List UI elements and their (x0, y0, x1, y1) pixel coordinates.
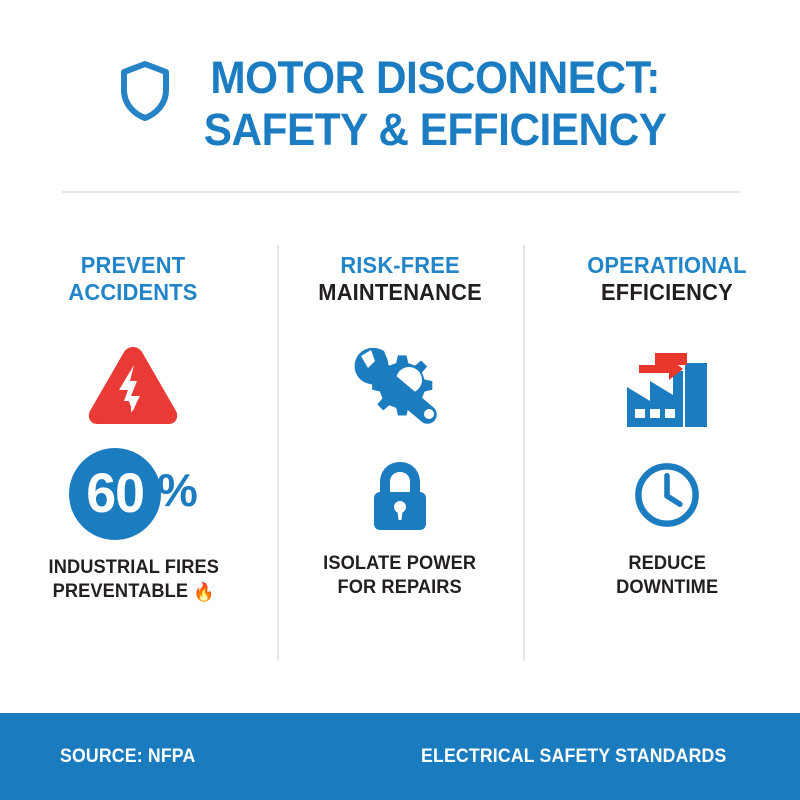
column-3-heading-line-1: OPERATIONAL (586, 252, 747, 278)
column-operational-efficiency: OPERATIONAL EFFICIENCY (533, 252, 800, 604)
column-1-heading-line-1: PREVENT (81, 252, 186, 278)
column-1-heading-line-2: ACCIDENTS (68, 279, 198, 305)
benefit-columns: PREVENT ACCIDENTS 60 % INDUSTRIAL FIRES (0, 252, 800, 604)
column-3-caption-line-2: DOWNTIME (615, 577, 718, 598)
column-prevent-accidents: PREVENT ACCIDENTS 60 % INDUSTRIAL FIRES (0, 252, 267, 604)
flame-icon: 🔥 (192, 582, 215, 602)
clock-icon (631, 452, 703, 538)
footer-source-label: SOURCE: NFPA (60, 745, 196, 767)
column-divider-1 (277, 245, 279, 661)
column-divider-2 (523, 245, 525, 661)
stat-number: 60 (85, 461, 145, 524)
electrical-hazard-triangle-icon (83, 338, 183, 434)
shield-icon (119, 60, 171, 122)
column-1-caption: INDUSTRIAL FIRES PREVENTABLE 🔥 (48, 556, 218, 604)
wrench-gear-icon (350, 338, 450, 434)
column-3-caption-line-1: REDUCE (627, 553, 706, 574)
column-1-caption-line-2: PREVENTABLE (52, 581, 188, 602)
footer-bar: SOURCE: NFPA ELECTRICAL SAFETY STANDARDS (0, 713, 800, 800)
column-2-caption: ISOLATE POWER FOR REPAIRS (324, 552, 477, 600)
column-3-caption: REDUCE DOWNTIME (616, 552, 718, 600)
column-2-heading-line-2: MAINTENANCE (318, 279, 482, 305)
title-line-1: MOTOR DISCONNECT: (210, 52, 660, 103)
footer-standards-label: ELECTRICAL SAFETY STANDARDS (421, 745, 727, 767)
column-3-heading: OPERATIONAL EFFICIENCY (583, 252, 751, 306)
title-line-2: SAFETY & EFFICIENCY (203, 104, 667, 155)
stat-circle: 60 (68, 448, 161, 540)
stat-60-percent: 60 % (68, 446, 198, 542)
padlock-closed-icon (365, 452, 435, 538)
column-1-caption-line-1: INDUSTRIAL FIRES (48, 557, 219, 578)
column-2-caption-line-2: FOR REPAIRS (337, 577, 463, 598)
column-2-heading-line-1: RISK-FREE (340, 252, 460, 278)
column-risk-free-maintenance: RISK-FREE MAINTENANCE (267, 252, 534, 604)
column-1-heading: PREVENT ACCIDENTS (65, 252, 201, 306)
header: MOTOR DISCONNECT: SAFETY & EFFICIENCY (0, 52, 800, 156)
header-divider (62, 191, 740, 193)
page-title: MOTOR DISCONNECT: SAFETY & EFFICIENCY (189, 52, 681, 156)
footer-content: SOURCE: NFPA ELECTRICAL SAFETY STANDARDS (0, 713, 800, 800)
column-3-heading-line-2: EFFICIENCY (600, 279, 733, 305)
factory-with-up-arrow-icon (617, 338, 717, 434)
column-2-caption-line-1: ISOLATE POWER (323, 553, 477, 574)
stat-percent-sign: % (156, 464, 198, 516)
column-2-heading: RISK-FREE MAINTENANCE (314, 252, 486, 306)
